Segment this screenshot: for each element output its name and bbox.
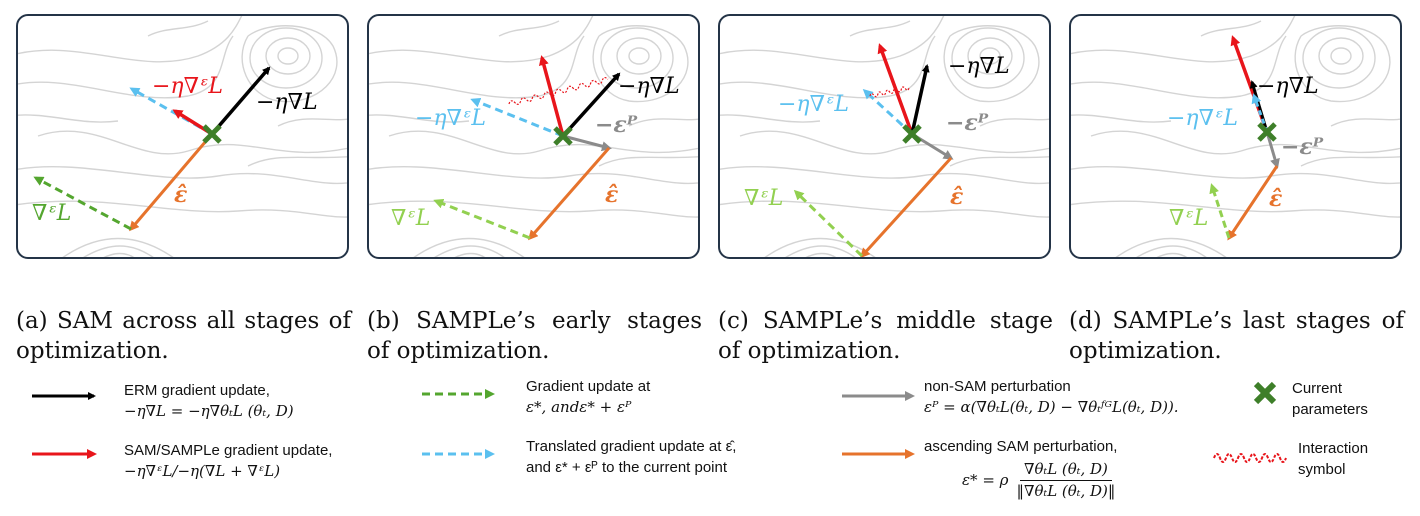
panel-d-eps-label: ε̂ <box>1269 186 1283 212</box>
ascending-arrow <box>1227 165 1279 241</box>
grad-at-arrow <box>33 176 132 231</box>
panel-d-grad-label: ∇ᵋL <box>1169 206 1209 231</box>
legend-ascending-line <box>842 449 915 459</box>
legend-interaction: Interaction symbol <box>1298 438 1368 480</box>
panel-d-translated-label: −η∇ᵋL <box>1167 106 1239 131</box>
panel-a-erm-label: −η∇L <box>256 90 318 115</box>
legend-sam-formula: −η∇ᵋL/−η(∇L + ∇ᵋL) <box>124 462 281 480</box>
erm-arrow <box>910 64 930 135</box>
current-marker <box>553 126 573 146</box>
panel-c-figure <box>720 16 1049 257</box>
erm-arrow <box>1249 80 1269 133</box>
legend-interaction-subtitle: symbol <box>1298 461 1346 478</box>
current-marker <box>902 124 922 144</box>
legend-nonsam: non-SAM perturbation εᴾ = α(∇θₜL(θₜ, D) −… <box>924 376 1179 418</box>
legend-interaction-icon <box>1213 453 1287 463</box>
legend-ascending-title: ascending SAM perturbation, <box>924 438 1118 455</box>
legend-current-icon <box>1253 381 1277 405</box>
panel-c-epsp-label: −εᴾ <box>946 110 989 136</box>
nonsam-arrow <box>1265 131 1280 169</box>
legend-translated: Translated gradient update at ε̂, and ε* … <box>526 436 736 478</box>
panel-b-eps-label: ε̂ <box>605 182 619 208</box>
legend-current-subtitle: parameters <box>1292 401 1368 418</box>
legend-erm-line <box>32 392 96 400</box>
legend-translated-title: Translated gradient update at ε̂, <box>526 438 737 455</box>
panel-a-figure <box>18 16 347 257</box>
caption-d: (d) SAMPLe’s last stages of optimization… <box>1069 308 1404 364</box>
legend-translated-line <box>422 449 495 459</box>
interaction-symbol <box>508 76 609 105</box>
translated-arrow <box>862 88 914 136</box>
erm-arrow <box>210 66 271 136</box>
panel-d-erm-label: −η∇L <box>1257 74 1319 99</box>
sam-arrow <box>538 55 565 137</box>
panel-b: −η∇L −η∇ᵋL −εᴾ ∇ᵋL ε̂ <box>367 14 700 259</box>
grad-at-arrow <box>1209 183 1231 239</box>
panel-c: −η∇L −η∇ᵋL −εᴾ ∇ᵋL ε̂ <box>718 14 1051 259</box>
legend-grad: Gradient update at ε*, andε* + εᴾ <box>526 376 650 418</box>
legend-ascending-formula: ε* = ρ <box>962 471 1009 489</box>
legend-ascending-numerator: ∇θₜL (θₜ, D) <box>1019 459 1112 481</box>
panel-b-grad-label: ∇ᵋL <box>391 206 431 231</box>
panel-a-eps-label: ε̂ <box>174 182 188 208</box>
sam-arrow <box>877 43 914 135</box>
legend-grad-title: Gradient update at <box>526 378 651 395</box>
legend-sam-title: SAM/SAMPLe gradient update, <box>124 442 333 459</box>
legend-erm-formula: −η∇L = −η∇θₜL (θₜ, D) <box>124 402 294 420</box>
caption-b: (b) SAMPLe’s early stages of optimizatio… <box>367 308 702 364</box>
panel-c-grad-label: ∇ᵋL <box>744 186 784 211</box>
panel-c-eps-label: ε̂ <box>950 184 964 210</box>
panel-b-epsp-label: −εᴾ <box>595 112 638 138</box>
legend-interaction-title: Interaction <box>1298 440 1369 457</box>
legend-current: Current parameters <box>1292 378 1368 420</box>
panel-d-epsp-label: −εᴾ <box>1281 134 1324 160</box>
panel-b-translated-label: −η∇ᵋL <box>415 106 487 131</box>
panel-a-grad-label: ∇ᵋL <box>32 201 72 226</box>
panel-b-erm-label: −η∇L <box>618 74 680 99</box>
panel-a: −η∇ᵋL −η∇L ∇ᵋL ε̂ <box>16 14 349 259</box>
ascending-arrow <box>859 156 953 257</box>
current-marker <box>202 124 222 144</box>
panel-d: −η∇L −η∇ᵋL −εᴾ ∇ᵋL ε̂ <box>1069 14 1402 259</box>
caption-c: (c) SAMPLe’s middle stage of optimizatio… <box>718 308 1053 364</box>
panel-d-figure <box>1071 16 1400 257</box>
legend-grad-line <box>422 389 495 399</box>
translated-arrow <box>1251 93 1269 133</box>
legend-grad-formula: ε*, andε* + εᴾ <box>526 398 632 416</box>
legend-nonsam-title: non-SAM perturbation <box>924 378 1071 395</box>
panel-a-sam-label: −η∇ᵋL <box>152 74 224 99</box>
legend-erm-title: ERM gradient update, <box>124 382 270 399</box>
legend-nonsam-line <box>842 391 915 401</box>
ascending-arrow <box>129 133 214 232</box>
interaction-symbol <box>869 86 910 98</box>
legend-nonsam-formula: εᴾ = α(∇θₜL(θₜ, D) − ∇θₜᶠᴳL(θₜ, D)). <box>924 398 1179 416</box>
legend-ascending: ascending SAM perturbation, ε* = ρ ∇θₜL … <box>924 436 1119 502</box>
panel-b-figure <box>369 16 698 257</box>
legend-sam-line <box>32 449 97 459</box>
legend-sam: SAM/SAMPLe gradient update, −η∇ᵋL/−η(∇L +… <box>124 440 332 482</box>
ascending-arrow <box>528 147 611 241</box>
panel-c-erm-label: −η∇L <box>948 54 1010 79</box>
translated-arrow <box>470 97 564 138</box>
panel-c-translated-label: −η∇ᵋL <box>778 92 850 117</box>
caption-a: (a) SAM across all stages of optimizatio… <box>16 308 351 364</box>
erm-arrow <box>561 72 621 138</box>
grad-at-arrow <box>793 189 864 257</box>
legend-current-title: Current <box>1292 380 1343 397</box>
grad-at-arrow <box>433 198 531 240</box>
legend-translated-formula: and ε* + εᴾ to the current point <box>526 459 728 476</box>
legend-ascending-denominator: ‖∇θₜL (θₜ, D)‖ <box>1016 482 1116 500</box>
current-marker <box>1257 122 1277 142</box>
nonsam-arrow <box>562 134 612 152</box>
legend-erm: ERM gradient update, −η∇L = −η∇θₜL (θₜ, D… <box>124 380 294 422</box>
